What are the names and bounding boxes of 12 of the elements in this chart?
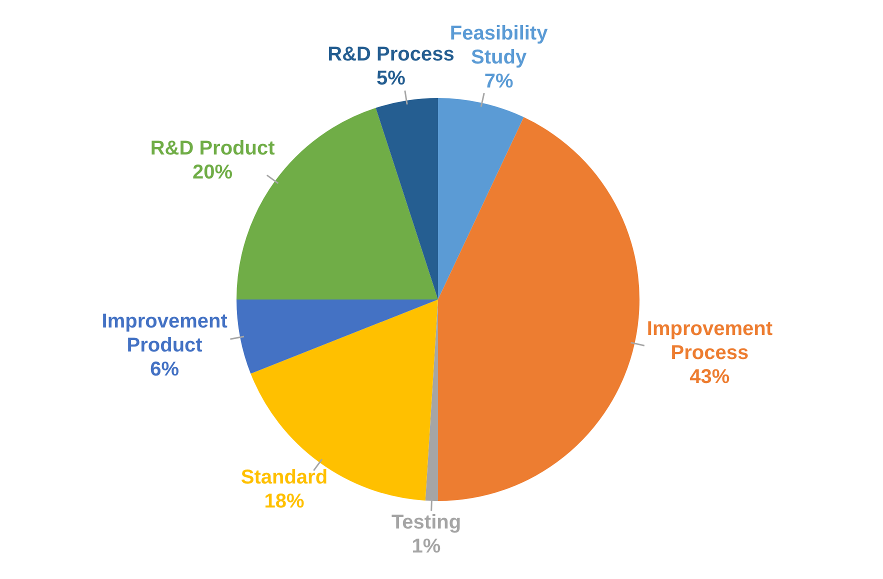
data-label: 6%: [150, 358, 180, 380]
data-label: 18%: [264, 490, 304, 513]
data-label: 1%: [412, 535, 441, 558]
slice-label: Improvement Process: [646, 318, 773, 364]
slice-label: Standard: [240, 466, 328, 489]
data-label: 20%: [192, 162, 233, 184]
data-label: 5%: [376, 67, 406, 90]
data-label: 7%: [484, 70, 514, 92]
slice-label: Improvement Product: [102, 310, 228, 356]
slice-label: Testing: [391, 511, 462, 534]
data-label: 43%: [690, 366, 730, 388]
slice-label: R&D Product: [150, 138, 276, 160]
